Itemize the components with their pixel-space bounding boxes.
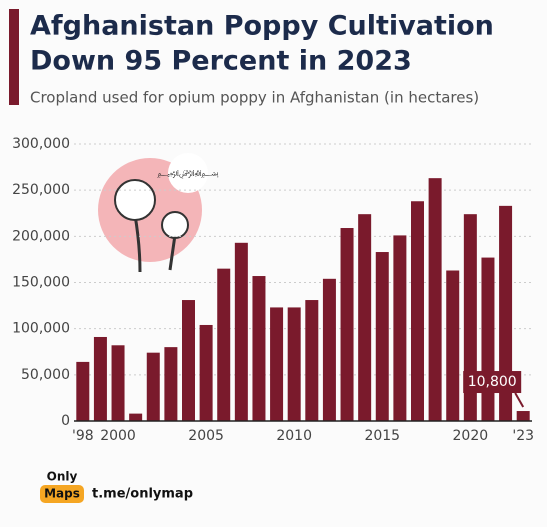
value-label: 10,800: [468, 374, 517, 390]
bar: [322, 278, 336, 421]
x-tick-label: 2005: [188, 428, 224, 444]
bar: [499, 205, 513, 421]
x-tick-label: 2000: [100, 428, 136, 444]
chart-title: Afghanistan Poppy Cultivation: [30, 11, 494, 42]
bar: [146, 352, 160, 421]
bar: [305, 300, 319, 421]
bar: [111, 345, 125, 421]
brand-badge: [40, 485, 84, 503]
bar: [199, 324, 213, 421]
bar: [340, 228, 354, 421]
bar: [375, 252, 389, 421]
bar: [93, 336, 107, 421]
bar: [481, 257, 495, 421]
bar: [76, 361, 90, 421]
bar: [411, 201, 424, 421]
chart-subtitle: Cropland used for opium poppy in Afghani…: [30, 89, 479, 107]
title-accent: [9, 9, 19, 105]
bar: [358, 214, 372, 421]
x-tick-label: 2010: [276, 428, 312, 444]
y-tick-label: 150,000: [12, 275, 70, 291]
y-tick-label: 250,000: [12, 182, 70, 198]
y-tick-label: 50,000: [21, 367, 70, 383]
bar: [463, 214, 477, 421]
bar: [217, 268, 231, 421]
svg-text:﷽: ﷽: [157, 169, 219, 180]
chart-title: Down 95 Percent in 2023: [30, 46, 412, 77]
y-tick-label: 200,000: [12, 228, 70, 244]
bar: [234, 242, 248, 421]
brand-text: Only: [47, 470, 78, 484]
value-label-connector: [514, 392, 525, 408]
x-tick-label: '23: [512, 428, 534, 444]
bar: [428, 178, 442, 421]
value-label-box: [463, 371, 522, 394]
y-tick-label: 300,000: [12, 136, 70, 152]
bar: [287, 307, 301, 421]
bar: [252, 276, 266, 421]
bar: [446, 270, 460, 421]
bar: [393, 235, 407, 421]
x-tick-label: 2020: [453, 428, 489, 444]
y-tick-label: 100,000: [12, 321, 70, 337]
bar: [270, 307, 284, 421]
bar: [182, 300, 195, 421]
bar: [516, 411, 530, 421]
brand-text: Maps: [44, 487, 80, 501]
x-tick-label: 2015: [364, 428, 400, 444]
y-tick-label: 0: [61, 413, 70, 429]
bar: [164, 347, 178, 421]
brand-link: t.me/onlymap: [92, 487, 193, 502]
x-tick-label: '98: [72, 428, 94, 444]
bar: [129, 413, 143, 421]
